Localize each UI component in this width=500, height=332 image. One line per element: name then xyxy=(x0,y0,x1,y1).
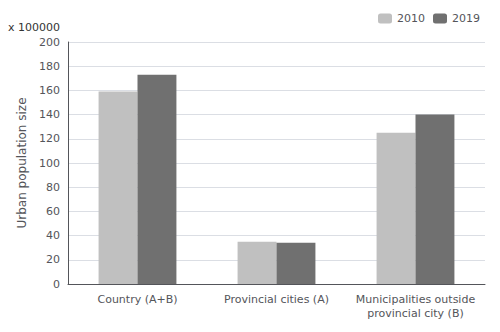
svg-text:180: 180 xyxy=(39,60,60,73)
svg-text:Municipalities outside: Municipalities outside xyxy=(356,293,476,306)
svg-text:100: 100 xyxy=(39,157,60,170)
svg-text:160: 160 xyxy=(39,84,60,97)
svg-text:2019: 2019 xyxy=(452,12,480,25)
svg-text:60: 60 xyxy=(46,205,60,218)
svg-text:provincial city (B): provincial city (B) xyxy=(367,307,463,320)
svg-text:40: 40 xyxy=(46,229,60,242)
svg-text:140: 140 xyxy=(39,108,60,121)
svg-text:20: 20 xyxy=(46,253,60,266)
svg-text:Provincial cities (A): Provincial cities (A) xyxy=(224,293,329,306)
svg-text:2010: 2010 xyxy=(397,12,425,25)
svg-text:Country (A+B): Country (A+B) xyxy=(97,293,177,306)
svg-text:x 100000: x 100000 xyxy=(8,21,60,34)
svg-text:120: 120 xyxy=(39,132,60,145)
svg-text:200: 200 xyxy=(39,36,60,49)
svg-text:0: 0 xyxy=(53,278,60,291)
svg-text:80: 80 xyxy=(46,181,60,194)
svg-text:Urban population size: Urban population size xyxy=(15,97,29,228)
